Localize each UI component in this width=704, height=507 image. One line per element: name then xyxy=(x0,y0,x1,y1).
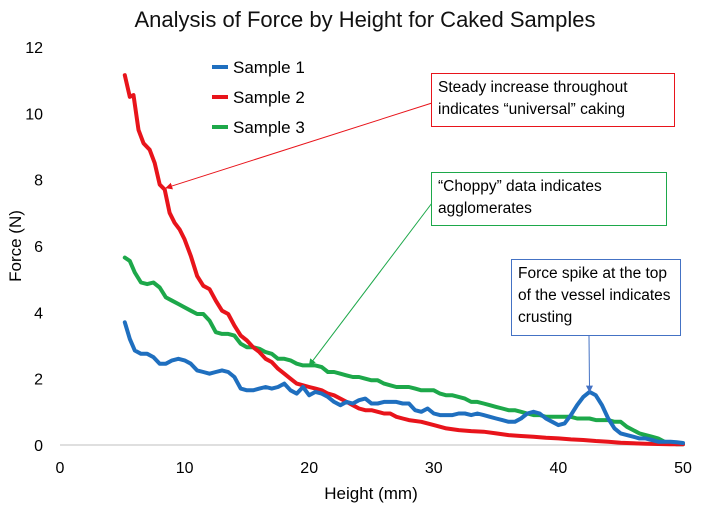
y-tick-label: 0 xyxy=(34,438,43,455)
series-line-sample-1 xyxy=(122,320,685,445)
x-axis: 0 10 20 30 40 50 xyxy=(56,444,692,477)
annotation-arrows xyxy=(165,102,593,393)
series-line-sample-3 xyxy=(122,255,685,447)
arrow-agglomerates xyxy=(308,202,433,366)
annotation-crusting: Force spike at the top of the vessel ind… xyxy=(511,259,681,336)
arrow-universal-caking xyxy=(165,102,433,190)
y-tick-label: 10 xyxy=(25,106,43,123)
x-tick-label: 30 xyxy=(425,460,443,477)
x-tick-label: 0 xyxy=(56,460,65,477)
x-tick-label: 50 xyxy=(674,460,692,477)
y-tick-label: 4 xyxy=(34,305,43,322)
chart-title: Analysis of Force by Height for Caked Sa… xyxy=(135,7,596,32)
y-tick-label: 2 xyxy=(34,372,43,389)
x-tick-label: 40 xyxy=(550,460,568,477)
x-tick-label: 10 xyxy=(176,460,194,477)
x-tick-label: 20 xyxy=(300,460,318,477)
y-tick-label: 6 xyxy=(34,239,43,256)
annotation-universal-caking: Steady increase throughout indicates “un… xyxy=(431,73,675,127)
legend-label-sample-1: Sample 1 xyxy=(233,58,305,77)
legend-label-sample-3: Sample 3 xyxy=(233,118,305,137)
legend: Sample 1 Sample 2 Sample 3 xyxy=(212,58,305,137)
x-axis-label: Height (mm) xyxy=(324,484,418,503)
legend-label-sample-2: Sample 2 xyxy=(233,88,305,107)
arrow-crusting xyxy=(585,335,593,393)
annotation-agglomerates: “Choppy” data indicates agglomerates xyxy=(431,172,667,226)
y-tick-label: 8 xyxy=(34,173,43,190)
y-tick-label: 12 xyxy=(25,40,43,57)
series-line-sample-2 xyxy=(122,73,685,447)
y-axis-label: Force (N) xyxy=(6,210,25,282)
y-axis: 0 2 4 6 8 10 12 xyxy=(25,40,43,455)
